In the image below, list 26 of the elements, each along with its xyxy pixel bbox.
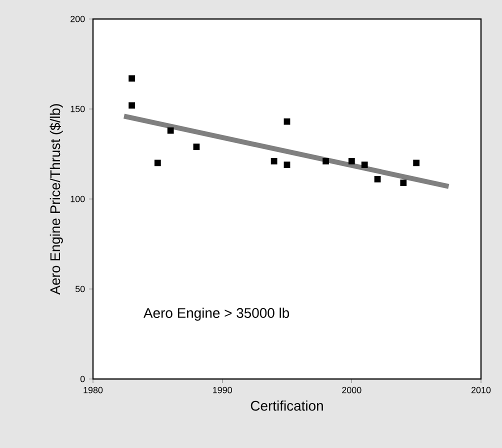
point [348,158,355,164]
annotation: Aero Engine > 35000 lb [144,308,290,321]
y-tick-label: 0 [80,376,85,382]
point [167,127,174,134]
point [374,176,381,182]
point [284,162,290,168]
point [400,180,407,186]
y-tick-label: 50 [75,286,85,292]
point [284,118,290,125]
point [322,158,329,164]
y-tick-label: 150 [70,106,85,112]
point [154,160,161,166]
point [413,160,420,166]
x-axis-title: Certification [250,400,323,411]
point [193,144,200,150]
x-tick-label: 2000 [342,386,362,394]
y-axis-title: Aero Engine Price/Thrust ($/lb) [50,104,63,295]
y-tick-label: 200 [70,16,85,22]
x-tick-label: 1980 [84,386,103,394]
point [128,75,135,82]
point [128,102,135,109]
x-tick-label: 1990 [213,386,232,394]
y-tick-label: 100 [70,196,85,202]
point [361,162,368,168]
x-tick-label: 2010 [471,386,491,394]
point [270,158,278,164]
